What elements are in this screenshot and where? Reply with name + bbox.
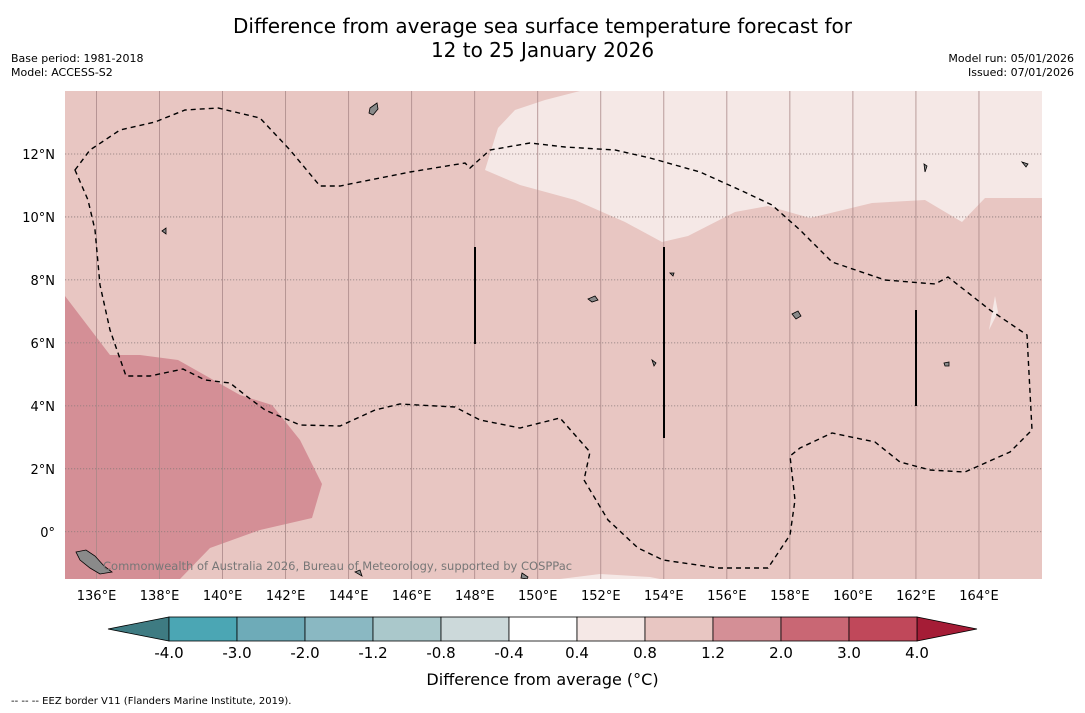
colorbar-tick-label: -3.0 bbox=[222, 644, 251, 662]
colorbar-tick-label: 2.0 bbox=[769, 644, 793, 662]
colorbar-segment bbox=[576, 616, 646, 642]
island-guam bbox=[368, 102, 379, 116]
lon-tick-label: 136°E bbox=[77, 589, 117, 604]
anomaly-band-0.4-0.8 bbox=[485, 91, 1042, 242]
colorbar-segment bbox=[440, 616, 510, 642]
lon-tick-label: 152°E bbox=[581, 589, 621, 604]
colorbar-title: Difference from average (°C) bbox=[426, 670, 659, 689]
lon-tick-label: 156°E bbox=[707, 589, 747, 604]
island-manus bbox=[520, 572, 529, 579]
map-area: Commonwealth of Australia 2026, Bureau o… bbox=[65, 91, 1042, 579]
island-new-guinea-tip bbox=[75, 549, 113, 575]
colorbar-segment bbox=[644, 616, 714, 642]
footnote-eez: -- -- -- EEZ border V11 (Flanders Marine… bbox=[11, 696, 292, 707]
title-line-2: 12 to 25 January 2026 bbox=[430, 38, 655, 62]
lon-tick-label: 162°E bbox=[896, 589, 936, 604]
lat-tick-label: 10°N bbox=[22, 211, 55, 226]
title-line-1: Difference from average sea surface temp… bbox=[232, 14, 852, 38]
lon-tick-label: 142°E bbox=[266, 589, 306, 604]
colorbar-tick-label: -0.8 bbox=[426, 644, 455, 662]
island-kosrae bbox=[943, 361, 950, 367]
meta-right: Model run: 05/01/2026 Issued: 07/01/2026 bbox=[948, 52, 1074, 80]
island-small-5 bbox=[354, 569, 363, 577]
meta-left: Base period: 1981-2018 Model: ACCESS-S2 bbox=[11, 52, 143, 80]
eez-border bbox=[74, 107, 1033, 569]
lon-tick-label: 160°E bbox=[833, 589, 873, 604]
island-pohnpei bbox=[791, 310, 802, 320]
lon-tick-label: 158°E bbox=[770, 589, 810, 604]
issued-date: Issued: 07/01/2026 bbox=[967, 66, 1074, 79]
colorbar-tick-label: 4.0 bbox=[905, 644, 929, 662]
lon-tick-label: 144°E bbox=[329, 589, 369, 604]
anomaly-band-0.4-0.8-east bbox=[989, 296, 998, 330]
lat-tick-label: 4°N bbox=[31, 400, 56, 415]
island-chuuk bbox=[587, 295, 599, 303]
colorbar-tick-label: -1.2 bbox=[358, 644, 387, 662]
lon-tick-label: 150°E bbox=[518, 589, 558, 604]
colorbar: -4.0 -3.0 -2.0 -1.2 -0.8 -0.4 0.4 0.8 1.2 2.0 3.0 4… bbox=[107, 616, 978, 662]
colorbar-tick-label: 0.8 bbox=[633, 644, 657, 662]
island-small-2 bbox=[651, 358, 657, 367]
watermark: Commonwealth of Australia 2026, Bureau o… bbox=[103, 559, 572, 573]
colorbar-segment bbox=[236, 616, 306, 642]
lon-tick-label: 138°E bbox=[140, 589, 180, 604]
colorbar-tick-label: -2.0 bbox=[290, 644, 319, 662]
lon-tick-label: 148°E bbox=[455, 589, 495, 604]
colorbar-over-arrow bbox=[916, 616, 978, 642]
colorbar-segment bbox=[780, 616, 850, 642]
islands bbox=[75, 102, 1029, 579]
model-run: Model run: 05/01/2026 bbox=[948, 52, 1074, 65]
lon-tick-label: 140°E bbox=[203, 589, 243, 604]
colorbar-segment bbox=[168, 616, 238, 642]
colorbar-tick-label: 1.2 bbox=[701, 644, 725, 662]
anomaly-band-1.2-2.0 bbox=[65, 296, 322, 579]
lon-tick-label: 146°E bbox=[392, 589, 432, 604]
anomaly-band-0.4-0.8-south bbox=[560, 574, 660, 579]
lat-tick-label: 8°N bbox=[31, 274, 56, 289]
lat-tick-label: 6°N bbox=[31, 337, 56, 352]
longitude-labels: 136°E 138°E 140°E 142°E 144°E 146°E 148°E 150°E… bbox=[77, 589, 999, 604]
lat-tick-label: 12°N bbox=[22, 148, 55, 163]
lon-tick-label: 164°E bbox=[959, 589, 999, 604]
lat-tick-label: 0° bbox=[40, 526, 55, 541]
island-small-1 bbox=[669, 272, 675, 277]
island-small-3 bbox=[1020, 161, 1029, 168]
model-name: Model: ACCESS-S2 bbox=[11, 66, 113, 79]
island-small-4 bbox=[923, 163, 928, 173]
colorbar-segment bbox=[372, 616, 442, 642]
colorbar-tick-label: -0.4 bbox=[494, 644, 523, 662]
colorbar-segment bbox=[304, 616, 374, 642]
gridlines bbox=[65, 91, 1042, 579]
island-yap bbox=[161, 227, 167, 235]
colorbar-under-arrow bbox=[107, 616, 170, 642]
base-period: Base period: 1981-2018 bbox=[11, 52, 144, 65]
chart-title: Difference from average sea surface temp… bbox=[0, 14, 1085, 62]
lat-tick-label: 2°N bbox=[31, 463, 56, 478]
colorbar-segment bbox=[848, 616, 918, 642]
latitude-labels: 0° 2°N 4°N 6°N 8°N 10°N 12°N bbox=[22, 148, 55, 541]
colorbar-tick-label: 3.0 bbox=[837, 644, 861, 662]
lon-tick-label: 154°E bbox=[644, 589, 684, 604]
colorbar-tick-label: -4.0 bbox=[154, 644, 183, 662]
colorbar-tick-label: 0.4 bbox=[565, 644, 589, 662]
colorbar-segment bbox=[508, 616, 578, 642]
colorbar-segment bbox=[712, 616, 782, 642]
